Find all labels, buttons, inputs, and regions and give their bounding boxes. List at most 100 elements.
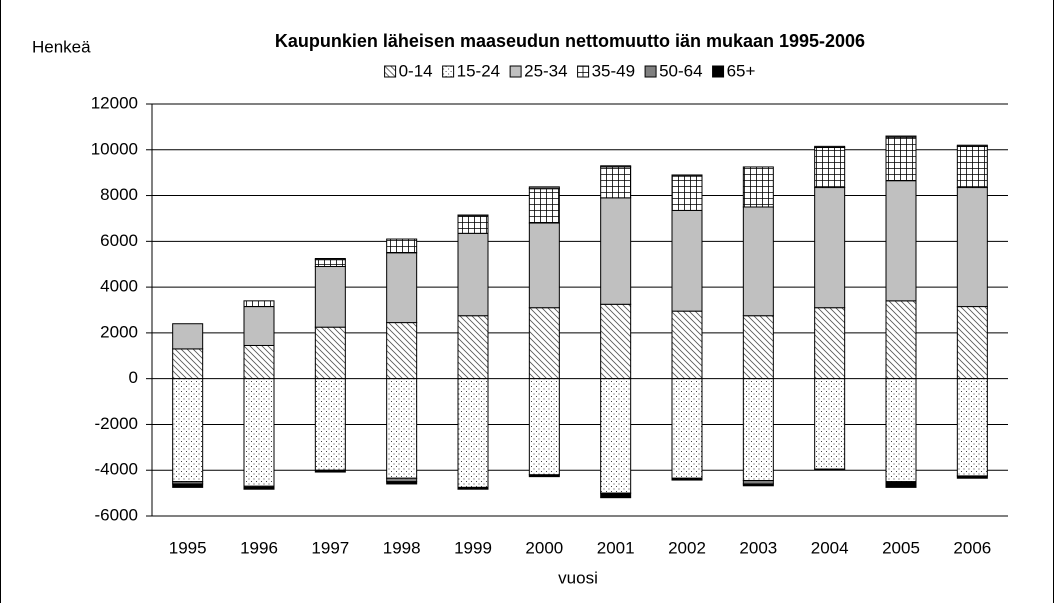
- y-tick-label: 10000: [91, 139, 138, 158]
- legend-label: 15-24: [457, 61, 500, 80]
- legend-label: 25-34: [524, 61, 567, 80]
- bar-segment: [386, 477, 418, 483]
- x-tick-label: 1997: [311, 538, 349, 557]
- bar-segment: [600, 165, 632, 168]
- bar-segment: [600, 303, 632, 380]
- y-tick-label: 4000: [100, 277, 138, 296]
- bar-segment: [314, 378, 346, 471]
- bar-segment: [885, 481, 917, 488]
- bar-segment: [528, 307, 560, 380]
- bar-segment: [314, 266, 346, 328]
- bar-segment: [885, 135, 917, 138]
- x-tick-label: 1999: [454, 538, 492, 557]
- bar-segment: [814, 146, 846, 189]
- bar-segment: [600, 378, 632, 494]
- bar-segment: [457, 486, 489, 490]
- bar-segment: [742, 480, 774, 485]
- legend-label: 65+: [727, 61, 756, 80]
- x-tick-label: 2002: [668, 538, 706, 557]
- bar-segment: [314, 259, 346, 268]
- bar-segment: [172, 348, 204, 380]
- bar-segment: [600, 166, 632, 199]
- bar-segment: [885, 378, 917, 483]
- bar-segment: [742, 206, 774, 317]
- x-tick-label: 2003: [739, 538, 777, 557]
- x-axis-label: vuosi: [558, 568, 598, 587]
- bar-segment: [172, 323, 204, 350]
- x-tick-label: 1995: [169, 538, 207, 557]
- legend: 0-14 15-24 25-34 35-49 50-64 65+: [384, 61, 756, 80]
- bar-segment: [956, 187, 988, 308]
- bar-segment: [885, 136, 917, 182]
- y-axis-label: Henkeä: [32, 37, 91, 56]
- bar-segment: [528, 186, 560, 190]
- bar-segment: [671, 174, 703, 177]
- bar-segment: [386, 252, 418, 324]
- legend-swatch: [384, 65, 397, 78]
- bar-segment: [528, 474, 560, 478]
- bar-segment: [814, 468, 846, 471]
- bar-segment: [956, 306, 988, 380]
- y-tick-label: 12000: [91, 93, 138, 112]
- bar-segment: [172, 378, 204, 483]
- x-tick-label: 2001: [597, 538, 635, 557]
- x-tick-label: 2000: [525, 538, 563, 557]
- y-tick-label: 6000: [100, 231, 138, 250]
- bar-segment: [386, 238, 418, 254]
- x-tick-label: 2004: [811, 538, 849, 557]
- bar-segment: [243, 344, 275, 380]
- bar-segment: [172, 483, 204, 488]
- bar-segment: [457, 315, 489, 380]
- y-tick-label: 8000: [100, 185, 138, 204]
- bar-segment: [457, 215, 489, 234]
- bar-segment: [243, 300, 275, 308]
- bar-segment: [671, 175, 703, 211]
- bar-segment: [243, 486, 275, 490]
- bar-segment: [814, 187, 846, 309]
- bar-segment: [243, 378, 275, 487]
- bar-segment: [885, 300, 917, 380]
- bar-segment: [528, 188, 560, 224]
- bar-segment: [386, 378, 418, 479]
- y-tick-label: -2000: [95, 414, 138, 433]
- bar-segment: [386, 481, 418, 485]
- bar-segment: [243, 306, 275, 346]
- bar-segment: [956, 144, 988, 147]
- bar-segment: [600, 197, 632, 305]
- bar-segment: [671, 310, 703, 380]
- legend-label: 50-64: [659, 61, 702, 80]
- bar-segment: [314, 326, 346, 380]
- bar-segment: [885, 180, 917, 302]
- bar-segment: [671, 209, 703, 312]
- bar-segment: [671, 378, 703, 479]
- y-tick-label: -6000: [95, 505, 138, 524]
- legend-swatch: [442, 65, 455, 78]
- bar-segment: [457, 378, 489, 488]
- legend-swatch: [644, 65, 657, 78]
- legend-label: 0-14: [399, 61, 433, 80]
- bar-segment: [314, 258, 346, 261]
- bar-segment: [528, 378, 560, 476]
- y-tick-label: 0: [129, 368, 138, 387]
- bar-segment: [814, 378, 846, 470]
- legend-swatch: [509, 65, 522, 78]
- chart-title: Kaupunkien läheisen maaseudun nettomuutt…: [275, 31, 865, 51]
- y-tick-label: 2000: [100, 322, 138, 341]
- legend-label: 35-49: [592, 61, 635, 80]
- x-tick-label: 2005: [882, 538, 920, 557]
- bar-segment: [457, 232, 489, 317]
- bar-segment: [457, 214, 489, 217]
- x-tick-label: 1998: [383, 538, 421, 557]
- bar-segment: [814, 145, 846, 148]
- y-tick-label: -4000: [95, 460, 138, 479]
- legend-swatch: [577, 65, 590, 78]
- legend-swatch: [712, 65, 725, 78]
- bar-segment: [386, 322, 418, 380]
- x-tick-label: 2006: [953, 538, 991, 557]
- bar-segment: [956, 378, 988, 477]
- bar-segment: [956, 475, 988, 479]
- bar-segment: [742, 378, 774, 482]
- bar-segment: [742, 166, 774, 208]
